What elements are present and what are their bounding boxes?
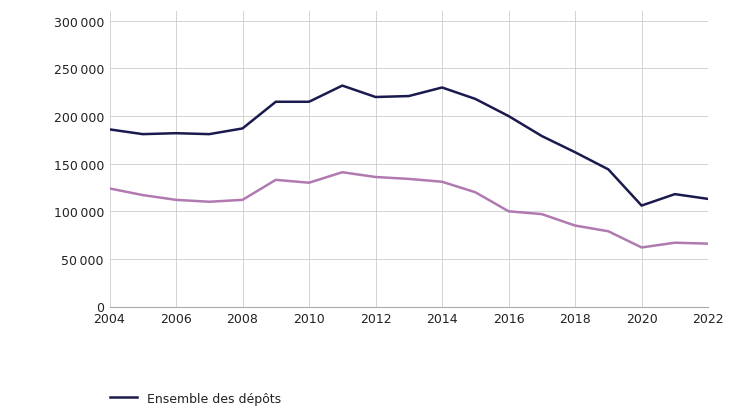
- dont primodépôts: [670, 240, 679, 245]
- Ensemble des dépôts: [105, 128, 114, 133]
- dont primodépôts: [537, 212, 546, 217]
- dont primodépôts: [338, 171, 347, 175]
- Ensemble des dépôts: [272, 100, 280, 105]
- Ensemble des dépôts: [537, 134, 546, 139]
- dont primodépôts: [571, 224, 580, 229]
- dont primodépôts: [205, 200, 214, 205]
- dont primodépôts: [139, 193, 147, 198]
- Ensemble des dépôts: [205, 133, 214, 137]
- Ensemble des dépôts: [471, 97, 480, 102]
- Ensemble des dépôts: [637, 204, 646, 209]
- Ensemble des dépôts: [139, 133, 147, 137]
- dont primodépôts: [438, 180, 447, 185]
- dont primodépôts: [238, 198, 247, 203]
- dont primodépôts: [404, 177, 413, 182]
- dont primodépôts: [637, 245, 646, 250]
- Legend: Ensemble des dépôts, dont primodépôts: Ensemble des dépôts, dont primodépôts: [110, 392, 281, 409]
- dont primodépôts: [304, 181, 313, 186]
- Line: Ensemble des dépôts: Ensemble des dépôts: [110, 86, 708, 206]
- dont primodépôts: [504, 209, 513, 214]
- Ensemble des dépôts: [504, 114, 513, 119]
- Line: dont primodépôts: dont primodépôts: [110, 173, 708, 248]
- Ensemble des dépôts: [571, 151, 580, 155]
- Ensemble des dépôts: [338, 84, 347, 89]
- dont primodépôts: [172, 198, 180, 203]
- Ensemble des dépôts: [238, 127, 247, 132]
- Ensemble des dépôts: [371, 95, 380, 100]
- dont primodépôts: [704, 242, 712, 247]
- dont primodépôts: [604, 229, 612, 234]
- Ensemble des dépôts: [670, 192, 679, 197]
- Ensemble des dépôts: [604, 168, 612, 173]
- Ensemble des dépôts: [404, 94, 413, 99]
- dont primodépôts: [105, 187, 114, 191]
- Ensemble des dépôts: [704, 197, 712, 202]
- Ensemble des dépôts: [304, 100, 313, 105]
- Ensemble des dépôts: [438, 86, 447, 91]
- Ensemble des dépôts: [172, 131, 180, 136]
- dont primodépôts: [272, 178, 280, 183]
- dont primodépôts: [371, 175, 380, 180]
- dont primodépôts: [471, 190, 480, 195]
